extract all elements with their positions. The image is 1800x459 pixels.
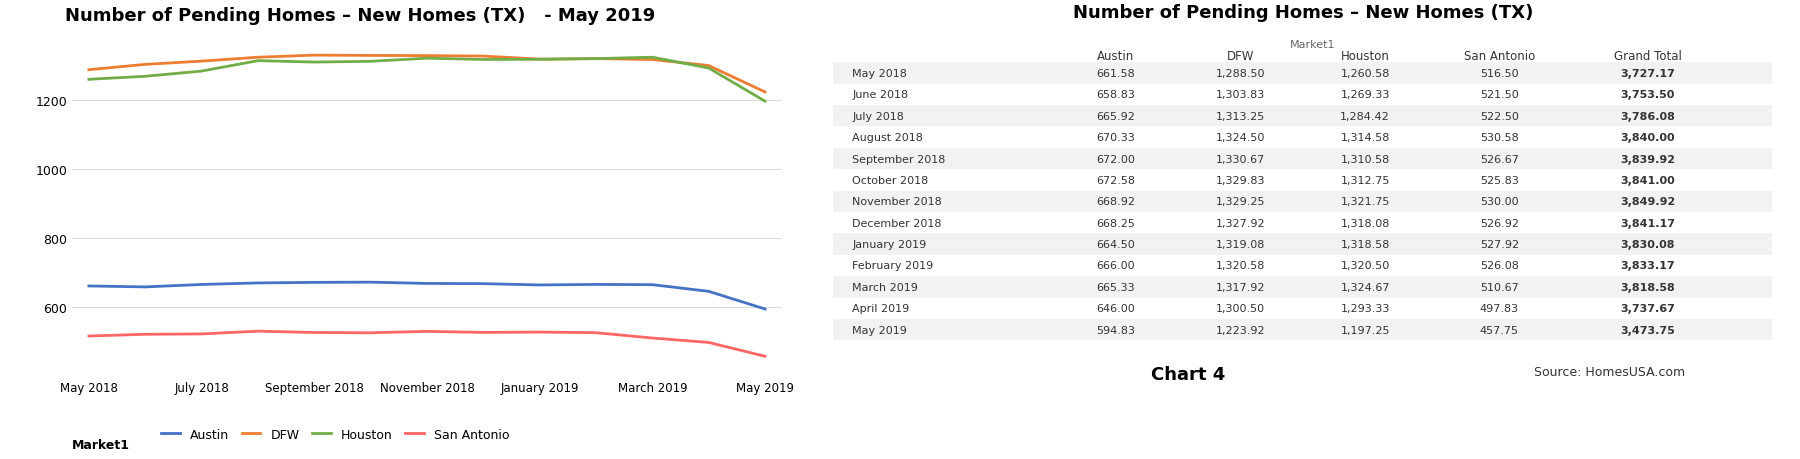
Text: 1,317.92: 1,317.92 [1215, 282, 1265, 292]
Text: 3,753.50: 3,753.50 [1620, 90, 1676, 100]
Text: July 2018: July 2018 [853, 112, 904, 122]
Text: 1,324.50: 1,324.50 [1215, 133, 1265, 143]
Bar [833, 63, 1773, 84]
Text: 1,260.58: 1,260.58 [1341, 69, 1390, 79]
Text: Chart 4: Chart 4 [1150, 365, 1226, 383]
Text: 665.92: 665.92 [1096, 112, 1136, 122]
Text: 666.00: 666.00 [1096, 261, 1136, 271]
Text: 1,319.08: 1,319.08 [1215, 240, 1265, 250]
Text: 1,321.75: 1,321.75 [1341, 197, 1390, 207]
Text: 670.33: 670.33 [1096, 133, 1136, 143]
Text: February 2019: February 2019 [853, 261, 934, 271]
Text: 530.00: 530.00 [1480, 197, 1519, 207]
Text: 527.92: 527.92 [1480, 240, 1519, 250]
Text: 1,223.92: 1,223.92 [1215, 325, 1265, 335]
Text: 646.00: 646.00 [1096, 303, 1136, 313]
Text: 525.83: 525.83 [1480, 175, 1519, 185]
Text: 1,284.42: 1,284.42 [1341, 112, 1390, 122]
Text: January 2019: January 2019 [853, 240, 927, 250]
Text: 1,329.25: 1,329.25 [1215, 197, 1265, 207]
Text: 3,841.17: 3,841.17 [1620, 218, 1676, 228]
Text: 1,327.92: 1,327.92 [1215, 218, 1265, 228]
Text: 1,318.08: 1,318.08 [1341, 218, 1390, 228]
Bar [833, 276, 1773, 298]
Text: 526.67: 526.67 [1480, 154, 1519, 164]
Text: 1,313.25: 1,313.25 [1215, 112, 1265, 122]
Text: 3,830.08: 3,830.08 [1620, 240, 1676, 250]
Text: June 2018: June 2018 [853, 90, 909, 100]
Text: May 2019: May 2019 [853, 325, 907, 335]
Text: 3,473.75: 3,473.75 [1620, 325, 1676, 335]
Text: Source: HomesUSA.com: Source: HomesUSA.com [1534, 365, 1685, 378]
Text: Market1: Market1 [1289, 40, 1336, 50]
Text: 3,727.17: 3,727.17 [1620, 69, 1676, 79]
Bar [833, 191, 1773, 213]
Text: 1,314.58: 1,314.58 [1341, 133, 1390, 143]
Text: 522.50: 522.50 [1480, 112, 1519, 122]
Text: Houston: Houston [1341, 50, 1390, 63]
Text: Number of Pending Homes – New Homes (TX)   - May 2019: Number of Pending Homes – New Homes (TX)… [65, 7, 655, 25]
Bar [833, 148, 1773, 170]
Text: 530.58: 530.58 [1480, 133, 1519, 143]
Text: 672.58: 672.58 [1096, 175, 1136, 185]
Text: December 2018: December 2018 [853, 218, 941, 228]
Text: 1,293.33: 1,293.33 [1341, 303, 1390, 313]
Text: 1,318.58: 1,318.58 [1341, 240, 1390, 250]
Text: 457.75: 457.75 [1480, 325, 1519, 335]
Text: 672.00: 672.00 [1096, 154, 1136, 164]
Text: 1,324.67: 1,324.67 [1341, 282, 1390, 292]
Text: 1,312.75: 1,312.75 [1341, 175, 1390, 185]
Text: 526.92: 526.92 [1480, 218, 1519, 228]
Text: 3,786.08: 3,786.08 [1620, 112, 1676, 122]
Text: October 2018: October 2018 [853, 175, 929, 185]
Text: San Antonio: San Antonio [1463, 50, 1535, 63]
Text: 661.58: 661.58 [1096, 69, 1136, 79]
Text: August 2018: August 2018 [853, 133, 923, 143]
Text: 1,320.58: 1,320.58 [1215, 261, 1265, 271]
Text: 1,320.50: 1,320.50 [1341, 261, 1390, 271]
Text: Grand Total: Grand Total [1615, 50, 1681, 63]
Bar [833, 234, 1773, 255]
Text: 510.67: 510.67 [1480, 282, 1519, 292]
Text: September 2018: September 2018 [853, 154, 945, 164]
Text: DFW: DFW [1228, 50, 1255, 63]
Text: 3,737.67: 3,737.67 [1620, 303, 1676, 313]
Text: 3,849.92: 3,849.92 [1620, 197, 1676, 207]
Bar [833, 106, 1773, 127]
Text: 3,840.00: 3,840.00 [1620, 133, 1676, 143]
Text: Number of Pending Homes – New Homes (TX): Number of Pending Homes – New Homes (TX) [1073, 4, 1534, 22]
Text: 497.83: 497.83 [1480, 303, 1519, 313]
Text: 1,288.50: 1,288.50 [1215, 69, 1265, 79]
Text: May 2018: May 2018 [853, 69, 907, 79]
Text: Market1: Market1 [72, 438, 130, 451]
Text: 658.83: 658.83 [1096, 90, 1136, 100]
Text: 521.50: 521.50 [1480, 90, 1519, 100]
Legend: Austin, DFW, Houston, San Antonio: Austin, DFW, Houston, San Antonio [157, 423, 515, 446]
Text: 668.25: 668.25 [1096, 218, 1136, 228]
Bar [833, 319, 1773, 341]
Text: 1,197.25: 1,197.25 [1341, 325, 1390, 335]
Text: 3,839.92: 3,839.92 [1620, 154, 1676, 164]
Text: 1,330.67: 1,330.67 [1215, 154, 1265, 164]
Text: 1,269.33: 1,269.33 [1341, 90, 1390, 100]
Text: March 2019: March 2019 [853, 282, 918, 292]
Text: 3,818.58: 3,818.58 [1620, 282, 1676, 292]
Text: November 2018: November 2018 [853, 197, 941, 207]
Text: 665.33: 665.33 [1096, 282, 1136, 292]
Text: 668.92: 668.92 [1096, 197, 1136, 207]
Text: 1,300.50: 1,300.50 [1217, 303, 1265, 313]
Text: 526.08: 526.08 [1480, 261, 1519, 271]
Text: 3,841.00: 3,841.00 [1620, 175, 1676, 185]
Text: 3,833.17: 3,833.17 [1620, 261, 1676, 271]
Text: April 2019: April 2019 [853, 303, 909, 313]
Text: Austin: Austin [1098, 50, 1134, 63]
Text: 1,329.83: 1,329.83 [1215, 175, 1265, 185]
Text: 664.50: 664.50 [1096, 240, 1136, 250]
Text: 594.83: 594.83 [1096, 325, 1136, 335]
Text: 1,303.83: 1,303.83 [1215, 90, 1265, 100]
Text: 516.50: 516.50 [1480, 69, 1519, 79]
Text: 1,310.58: 1,310.58 [1341, 154, 1390, 164]
